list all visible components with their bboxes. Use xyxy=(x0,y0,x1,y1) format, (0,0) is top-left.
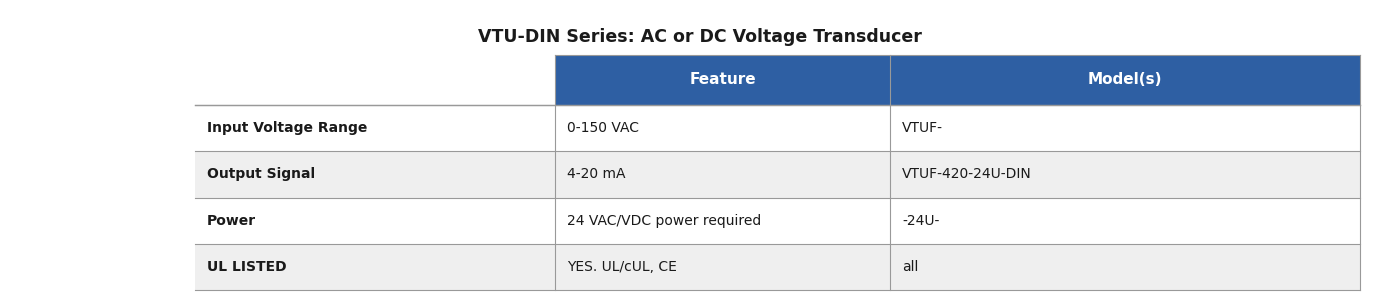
Text: VTUF-: VTUF- xyxy=(902,121,944,135)
Text: Output Signal: Output Signal xyxy=(207,167,315,181)
Text: Model(s): Model(s) xyxy=(1088,72,1162,87)
Text: Feature: Feature xyxy=(689,72,756,87)
Text: all: all xyxy=(902,260,918,274)
Text: VTU-DIN Series: AC or DC Voltage Transducer: VTU-DIN Series: AC or DC Voltage Transdu… xyxy=(477,28,923,46)
Text: YES. UL/cUL, CE: YES. UL/cUL, CE xyxy=(567,260,676,274)
Text: Input Voltage Range: Input Voltage Range xyxy=(207,121,367,135)
Text: 24 VAC/VDC power required: 24 VAC/VDC power required xyxy=(567,214,762,228)
Text: VTUF-420-24U-DIN: VTUF-420-24U-DIN xyxy=(902,167,1032,181)
Text: -24U-: -24U- xyxy=(902,214,939,228)
Text: Power: Power xyxy=(207,214,256,228)
Text: UL LISTED: UL LISTED xyxy=(207,260,287,274)
Text: 0-150 VAC: 0-150 VAC xyxy=(567,121,638,135)
Text: 4-20 mA: 4-20 mA xyxy=(567,167,626,181)
